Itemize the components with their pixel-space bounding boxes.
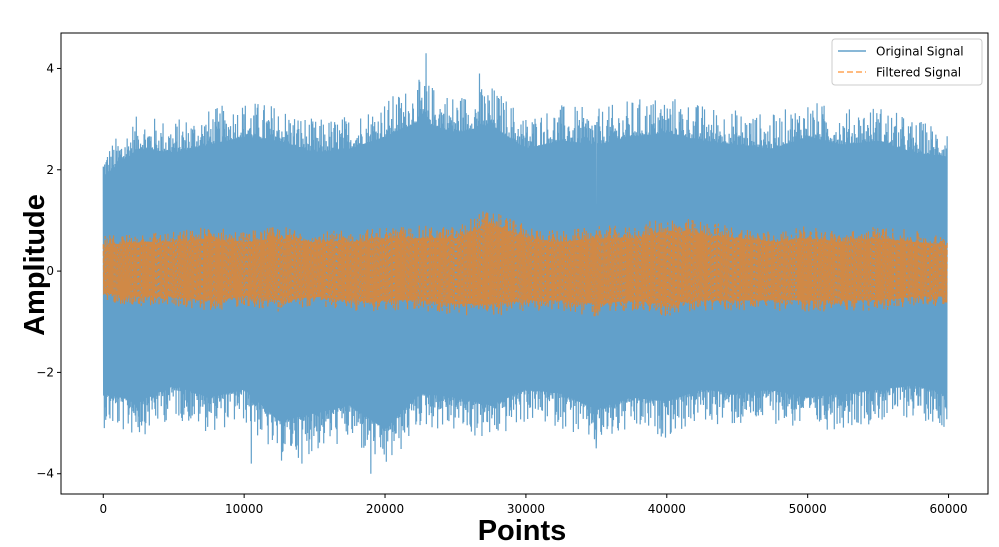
y-tick-label: 4 [46, 61, 54, 75]
plot-area [102, 53, 948, 474]
x-tick-label: 60000 [929, 502, 967, 516]
x-axis: 0 10000 20000 30000 40000 50000 60000 [99, 494, 968, 516]
legend-label-original: Original Signal [876, 45, 964, 59]
x-axis-label: Points [478, 515, 567, 547]
legend-label-filtered: Filtered Signal [876, 66, 961, 80]
y-tick-label: −4 [36, 467, 54, 481]
y-tick-label: 0 [46, 264, 54, 278]
y-tick-label: 2 [46, 163, 54, 177]
y-axis-label: Amplitude [19, 194, 51, 336]
y-tick-label: −2 [36, 365, 54, 379]
x-tick-label: 20000 [366, 502, 404, 516]
x-tick-label: 10000 [225, 502, 263, 516]
series-line-original-signal [102, 53, 948, 474]
legend-frame [831, 38, 983, 86]
legend: Original Signal Filtered Signal [831, 38, 983, 86]
x-tick-label: 0 [99, 502, 107, 516]
plot-frame [60, 32, 989, 495]
x-tick-label: 40000 [648, 502, 686, 516]
y-axis: −4 −2 0 2 4 [36, 61, 61, 481]
x-tick-label: 30000 [507, 502, 545, 516]
series-line-filtered-signal [102, 211, 948, 317]
x-tick-label: 50000 [789, 502, 827, 516]
